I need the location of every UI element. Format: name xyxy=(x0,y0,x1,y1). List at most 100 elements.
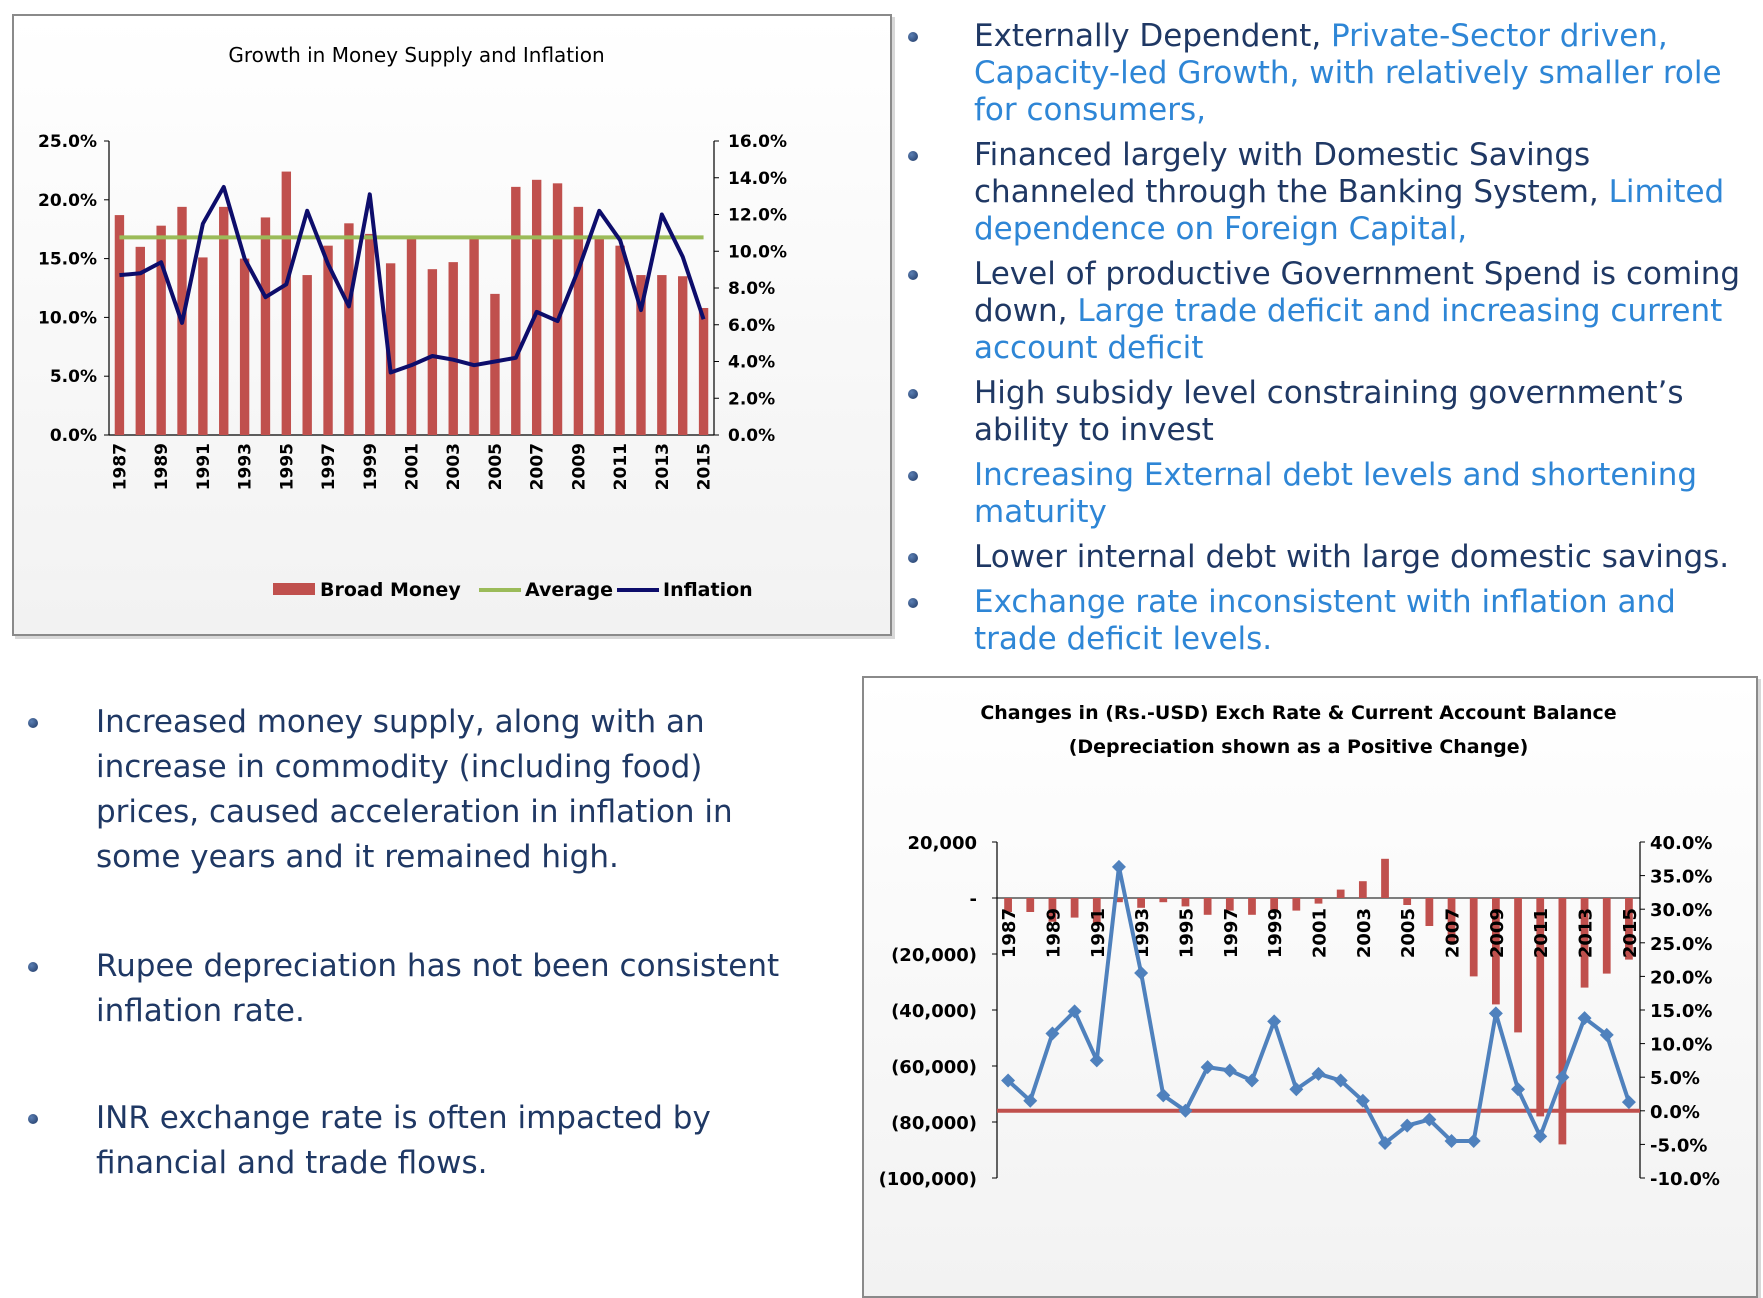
bullet-dot-icon xyxy=(908,598,918,608)
broad-money-bar xyxy=(657,275,667,435)
broad-money-bar xyxy=(344,223,354,435)
x-tick-label: 1995 xyxy=(277,443,297,490)
bullet-text: Rupee depreciation has not been consiste… xyxy=(96,948,780,1029)
current-account-bar xyxy=(1092,898,1101,924)
broad-money-bar xyxy=(469,238,479,435)
current-account-bar xyxy=(1070,898,1079,918)
current-account-bar xyxy=(1625,898,1633,960)
exchange-rate-marker xyxy=(1200,1060,1215,1075)
current-account-bar xyxy=(1004,898,1012,912)
bullet-blue-text: Large trade deficit and increasing curre… xyxy=(974,293,1723,366)
exchange-rate-marker xyxy=(1333,1073,1348,1088)
x-tick-label: 1999 xyxy=(361,443,381,490)
exchange-rate-marker xyxy=(1311,1066,1326,1081)
y-left-tick-label: (60,000) xyxy=(891,1057,977,1078)
current-account-bar xyxy=(1203,898,1212,915)
y-left-tick-label: (40,000) xyxy=(891,1001,977,1022)
chart-title: Changes in (Rs.-USD) Exch Rate & Current… xyxy=(980,702,1616,724)
broad-money-bar xyxy=(114,215,125,435)
current-account-bar xyxy=(1181,898,1190,907)
broad-money-bar xyxy=(302,275,312,435)
y-right-tick-label: 10.0% xyxy=(728,242,787,262)
y-right-tick-label: 2.0% xyxy=(728,389,775,409)
broad-money-bar xyxy=(678,276,688,435)
current-account-bar xyxy=(1447,898,1456,943)
y-right-tick-label: 16.0% xyxy=(728,132,787,152)
x-tick-label: 2015 xyxy=(1620,908,1641,958)
exchange-rate-marker xyxy=(1577,1011,1592,1026)
x-tick-label: 1997 xyxy=(319,443,339,490)
y-right-tick-label: 0.0% xyxy=(1650,1102,1700,1123)
broad-money-bar xyxy=(406,237,417,435)
y-right-tick-label: 30.0% xyxy=(1650,900,1712,921)
bullet-item: INR exchange rate is often impacted by f… xyxy=(22,1096,782,1186)
legend-label-average: Average xyxy=(525,579,613,601)
current-account-bar xyxy=(1358,881,1367,898)
x-tick-label: 1989 xyxy=(152,443,172,490)
broad-money-bar xyxy=(198,257,208,435)
exchange-rate-marker xyxy=(1444,1134,1459,1149)
bottom-bullet-list: Increased money supply, along with an in… xyxy=(22,700,782,1186)
x-tick-label: 1991 xyxy=(1088,908,1109,958)
exchange-rate-marker xyxy=(1001,1073,1016,1088)
broad-money-bar xyxy=(281,171,292,436)
y-left-tick-label: (20,000) xyxy=(891,945,977,966)
bullet-blue-text: Private-Sector driven, Capacity-led Grow… xyxy=(974,18,1722,128)
exchange-rate-current-account-chart: Changes in (Rs.-USD) Exch Rate & Current… xyxy=(862,676,1758,1298)
x-tick-label: 1987 xyxy=(999,908,1020,958)
bullet-blue-text: Limited dependence on Foreign Capital, xyxy=(974,174,1725,247)
bullet-dot-icon xyxy=(908,471,918,481)
broad-money-bar xyxy=(135,246,145,435)
x-tick-label: 2007 xyxy=(528,443,548,490)
bullet-text: INR exchange rate is often impacted by f… xyxy=(96,1100,711,1181)
x-tick-label: 2009 xyxy=(1487,908,1508,958)
bullet-dark-text: Externally Dependent, xyxy=(974,18,1332,54)
current-account-bar xyxy=(1314,898,1323,904)
y-left-tick-label: 5.0% xyxy=(50,367,97,387)
y-right-tick-label: 6.0% xyxy=(728,316,775,336)
exchange-rate-marker xyxy=(1422,1112,1437,1127)
current-account-bar xyxy=(1048,898,1057,922)
bullet-dot-icon xyxy=(908,553,918,563)
x-tick-label: 2003 xyxy=(1354,908,1375,958)
bullet-item: High subsidy level constraining governme… xyxy=(898,375,1748,449)
broad-money-bar xyxy=(573,206,584,435)
bullet-dark-text: Lower internal debt with large domestic … xyxy=(974,539,1730,575)
y-left-tick-label: - xyxy=(970,889,977,910)
broad-money-bar xyxy=(385,263,396,435)
bullet-item: Level of productive Government Spend is … xyxy=(898,256,1748,367)
money-supply-inflation-svg: Growth in Money Supply and Inflation 0.0%… xyxy=(38,43,787,601)
exchange-rate-marker xyxy=(1289,1082,1304,1097)
broad-money-bar xyxy=(156,225,166,435)
bullet-item: Financed largely with Domestic Savings c… xyxy=(898,137,1748,248)
current-account-bar xyxy=(1425,898,1434,926)
broad-money-bar xyxy=(511,186,521,435)
broad-money-bar xyxy=(448,262,458,435)
y-right-tick-label: 40.0% xyxy=(1650,833,1712,854)
plot-area: (100,000) (80,000) (60,000) (40,000) (20,000… xyxy=(879,833,1720,1190)
exchange-rate-marker xyxy=(1089,1053,1104,1068)
current-account-bar xyxy=(1491,898,1500,1005)
bullet-dot-icon xyxy=(908,151,918,161)
chart-subtitle: (Depreciation shown as a Positive Change… xyxy=(1069,736,1529,758)
x-tick-label: 2013 xyxy=(653,443,673,490)
bullet-dot-icon xyxy=(28,962,38,972)
y-right-tick-label: 8.0% xyxy=(728,279,775,299)
bullet-item: Increasing External debt levels and shor… xyxy=(898,457,1748,531)
broad-money-bar xyxy=(427,269,438,435)
exchange-rate-marker xyxy=(1267,1014,1282,1029)
bullet-text: Increased money supply, along with an in… xyxy=(96,704,733,875)
legend-swatch-broad-money xyxy=(273,583,315,595)
y-right-tick-label: 5.0% xyxy=(1650,1068,1700,1089)
y-right-tick-label: 35.0% xyxy=(1650,867,1712,888)
x-tick-label: 2007 xyxy=(1443,908,1464,958)
broad-money-bar xyxy=(615,245,625,435)
broad-money-bar xyxy=(490,293,500,435)
bullet-dot-icon xyxy=(908,32,918,42)
exchange-rate-current-account-svg: Changes in (Rs.-USD) Exch Rate & Current… xyxy=(879,702,1720,1190)
current-account-bar xyxy=(1336,889,1345,898)
current-account-bar xyxy=(1536,898,1545,1117)
bullet-dot-icon xyxy=(28,1114,38,1124)
y-left-tick-label: (100,000) xyxy=(879,1169,977,1190)
x-tick-label: 1999 xyxy=(1265,908,1286,958)
